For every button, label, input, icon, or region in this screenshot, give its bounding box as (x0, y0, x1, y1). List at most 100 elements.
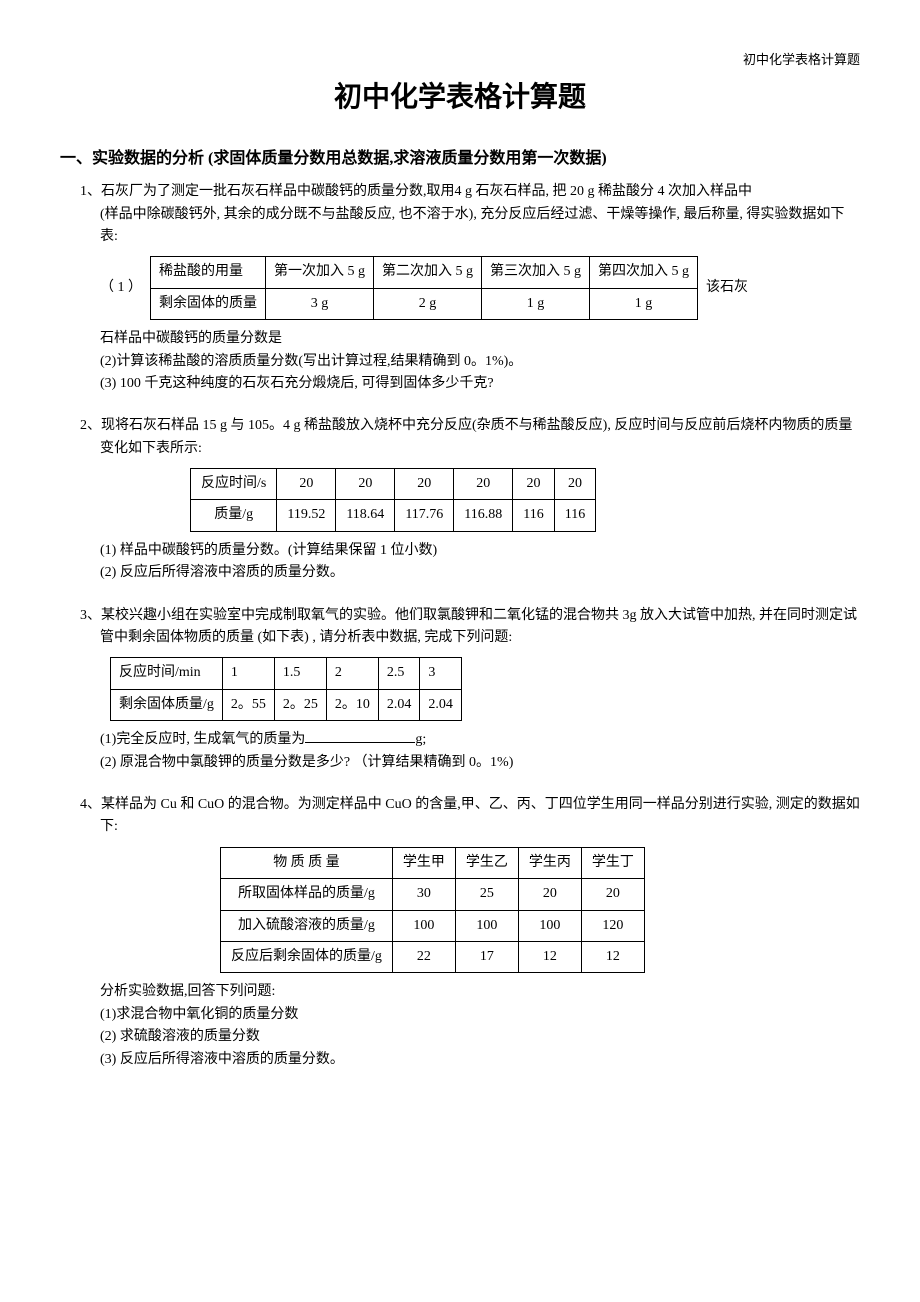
table-cell: 2.04 (378, 689, 420, 720)
table-cell: 20 (518, 879, 581, 910)
table-cell: 第二次加入 5 g (374, 257, 482, 288)
problem-intro-text: 某样品为 Cu 和 CuO 的混合物。为测定样品中 CuO 的含量,甲、乙、丙、… (100, 797, 860, 834)
table-cell: 1 g (590, 288, 698, 319)
table-cell: 加入硫酸溶液的质量/g (221, 910, 393, 941)
problem-intro-text: 现将石灰石样品 15 g 与 105。4 g 稀盐酸放入烧杯中充分反应(杂质不与… (100, 418, 852, 455)
table-cell: 2 g (374, 288, 482, 319)
table-row: 质量/g 119.52 118.64 117.76 116.88 116 116 (191, 500, 596, 531)
sub-question: (1)求混合物中氧化铜的质量分数 (60, 1004, 860, 1026)
table-cell: 1 g (482, 288, 590, 319)
table-cell: 学生丙 (518, 847, 581, 878)
table-cell: 反应时间/s (191, 469, 277, 500)
table-cell: 2。55 (222, 689, 274, 720)
table-cell: 第四次加入 5 g (590, 257, 698, 288)
problem-2: 2、现将石灰石样品 15 g 与 105。4 g 稀盐酸放入烧杯中充分反应(杂质… (60, 415, 860, 584)
table-cell: 20 (395, 469, 454, 500)
sub-question: (3) 反应后所得溶液中溶质的质量分数。 (60, 1049, 860, 1071)
data-table-2: 反应时间/s 20 20 20 20 20 20 质量/g 119.52 118… (190, 468, 596, 532)
problem-detail: (样品中除碳酸钙外, 其余的成分既不与盐酸反应, 也不溶于水), 充分反应后经过… (60, 204, 860, 249)
table-row: 物 质 质 量 学生甲 学生乙 学生丙 学生丁 (221, 847, 645, 878)
section-title: 一、实验数据的分析 (求固体质量分数用总数据,求溶液质量分数用第一次数据) (60, 146, 860, 172)
table-cell: 2。10 (326, 689, 378, 720)
sub-question: (2) 反应后所得溶液中溶质的质量分数。 (60, 562, 860, 584)
table-cell: 1 (222, 658, 274, 689)
table-cell: 25 (455, 879, 518, 910)
table-cell: 剩余固体的质量 (151, 288, 266, 319)
table-cell: 20 (554, 469, 595, 500)
problem-number: 1、 (80, 184, 101, 199)
problem-intro: 2、现将石灰石样品 15 g 与 105。4 g 稀盐酸放入烧杯中充分反应(杂质… (60, 415, 860, 460)
table-cell: 12 (581, 941, 644, 972)
page-header: 初中化学表格计算题 (60, 50, 860, 71)
table-cell: 100 (392, 910, 455, 941)
table-cell: 剩余固体质量/g (111, 689, 223, 720)
problem-intro: 1、石灰厂为了测定一批石灰石样品中碳酸钙的质量分数,取用4 g 石灰石样品, 把… (60, 181, 860, 203)
data-table-4: 物 质 质 量 学生甲 学生乙 学生丙 学生丁 所取固体样品的质量/g 30 2… (220, 847, 645, 974)
problem-intro: 4、某样品为 Cu 和 CuO 的混合物。为测定样品中 CuO 的含量,甲、乙、… (60, 794, 860, 839)
table-cell: 3 g (266, 288, 374, 319)
q1-suffix: 该石灰 (706, 277, 748, 299)
table-cell: 2.04 (420, 689, 462, 720)
table-cell: 反应后剩余固体的质量/g (221, 941, 393, 972)
table-cell: 120 (581, 910, 644, 941)
q1-prefix: （ 1 ） (60, 277, 142, 299)
table-cell: 30 (392, 879, 455, 910)
problem-number: 2、 (80, 418, 101, 433)
table-cell: 20 (277, 469, 336, 500)
post-text: 分析实验数据,回答下列问题: (60, 981, 860, 1003)
sub-question: 石样品中碳酸钙的质量分数是 (60, 328, 860, 350)
problem-number: 4、 (80, 797, 101, 812)
problem-intro-text: 石灰厂为了测定一批石灰石样品中碳酸钙的质量分数,取用4 g 石灰石样品, 把 2… (101, 184, 752, 199)
data-table-3: 反应时间/min 1 1.5 2 2.5 3 剩余固体质量/g 2。55 2。2… (110, 657, 462, 721)
table-cell: 稀盐酸的用量 (151, 257, 266, 288)
table-cell: 100 (518, 910, 581, 941)
table-row: 加入硫酸溶液的质量/g 100 100 100 120 (221, 910, 645, 941)
sub-question: (1)完全反应时, 生成氧气的质量为 g; (60, 729, 860, 751)
table-cell: 学生乙 (455, 847, 518, 878)
table-row: 剩余固体的质量 3 g 2 g 1 g 1 g (151, 288, 698, 319)
table-cell: 2 (326, 658, 378, 689)
table-cell: 20 (454, 469, 513, 500)
sub-question: (1) 样品中碳酸钙的质量分数。(计算结果保留 1 位小数) (60, 540, 860, 562)
table-cell: 12 (518, 941, 581, 972)
table-cell: 1.5 (274, 658, 326, 689)
table-cell: 116.88 (454, 500, 513, 531)
table-row: 反应时间/min 1 1.5 2 2.5 3 (111, 658, 462, 689)
table-row: 反应时间/s 20 20 20 20 20 20 (191, 469, 596, 500)
table-cell: 2.5 (378, 658, 420, 689)
q-text: (1)完全反应时, 生成氧气的质量为 (100, 732, 305, 747)
table-cell: 第三次加入 5 g (482, 257, 590, 288)
problem-3: 3、某校兴趣小组在实验室中完成制取氧气的实验。他们取氯酸钾和二氧化锰的混合物共 … (60, 605, 860, 774)
table-cell: 20 (513, 469, 554, 500)
table-cell: 100 (455, 910, 518, 941)
sub-question: (3) 100 千克这种纯度的石灰石充分煅烧后, 可得到固体多少千克? (60, 373, 860, 395)
table-cell: 118.64 (336, 500, 395, 531)
table-cell: 20 (581, 879, 644, 910)
problem-number: 3、 (80, 608, 101, 623)
main-title: 初中化学表格计算题 (60, 76, 860, 121)
table-cell: 17 (455, 941, 518, 972)
table-cell: 反应时间/min (111, 658, 223, 689)
table-cell: 物 质 质 量 (221, 847, 393, 878)
table-cell: 117.76 (395, 500, 454, 531)
table-cell: 第一次加入 5 g (266, 257, 374, 288)
sub-question: (2) 原混合物中氯酸钾的质量分数是多少? （计算结果精确到 0。1%) (60, 752, 860, 774)
q-unit: g; (415, 732, 426, 747)
sub-question: (2)计算该稀盐酸的溶质质量分数(写出计算过程,结果精确到 0。1%)。 (60, 351, 860, 373)
blank-fill (305, 742, 415, 743)
table-cell: 116 (554, 500, 595, 531)
sub-question: (2) 求硫酸溶液的质量分数 (60, 1026, 860, 1048)
table-row: 稀盐酸的用量 第一次加入 5 g 第二次加入 5 g 第三次加入 5 g 第四次… (151, 257, 698, 288)
problem-intro-text: 某校兴趣小组在实验室中完成制取氧气的实验。他们取氯酸钾和二氧化锰的混合物共 3g… (100, 608, 857, 645)
table-cell: 116 (513, 500, 554, 531)
table-row: 所取固体样品的质量/g 30 25 20 20 (221, 879, 645, 910)
table-cell: 119.52 (277, 500, 336, 531)
table-cell: 质量/g (191, 500, 277, 531)
problem-1: 1、石灰厂为了测定一批石灰石样品中碳酸钙的质量分数,取用4 g 石灰石样品, 把… (60, 181, 860, 395)
data-table-1: 稀盐酸的用量 第一次加入 5 g 第二次加入 5 g 第三次加入 5 g 第四次… (150, 256, 698, 320)
table-cell: 22 (392, 941, 455, 972)
table-cell: 学生丁 (581, 847, 644, 878)
table-cell: 2。25 (274, 689, 326, 720)
table-cell: 20 (336, 469, 395, 500)
table-row: 反应后剩余固体的质量/g 22 17 12 12 (221, 941, 645, 972)
